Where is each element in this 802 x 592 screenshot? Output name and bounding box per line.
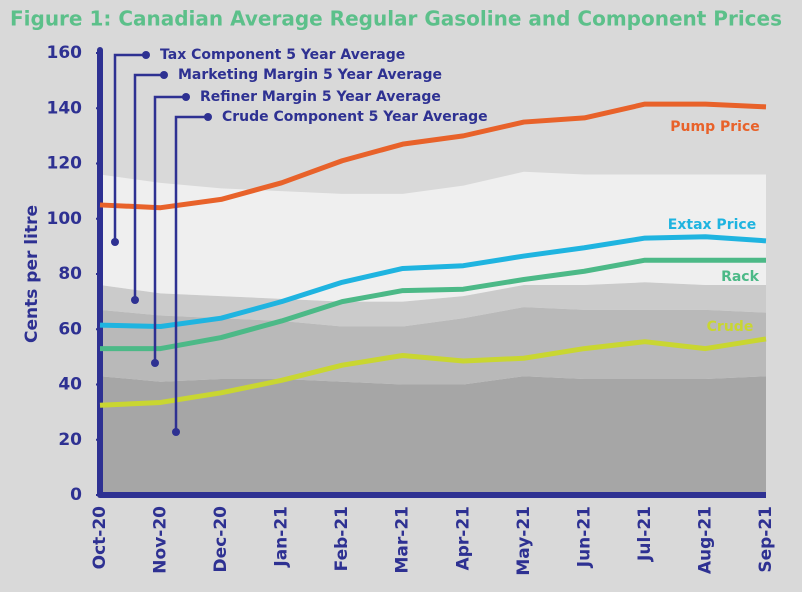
annotation: Crude Component 5 Year Average — [222, 109, 488, 125]
leader-line — [174, 115, 208, 432]
stacked-area — [100, 376, 766, 495]
x-tick-label: Jan-21 — [272, 506, 292, 568]
annotation: Tax Component 5 Year Average — [160, 47, 405, 63]
y-tick-label: 140 — [47, 98, 83, 118]
y-tick-label: 160 — [47, 43, 83, 63]
line-series — [100, 257, 766, 352]
line-series — [99, 336, 767, 408]
y-tick-label: 80 — [58, 264, 82, 284]
leader-dot — [151, 359, 159, 367]
x-tick-label: Sep-21 — [756, 506, 776, 573]
y-tick-label: 20 — [58, 430, 82, 450]
leader-dot — [111, 238, 119, 246]
x-tick-label: Aug-21 — [695, 506, 715, 574]
series-label: Rack — [721, 269, 760, 285]
leader-dot — [172, 428, 180, 436]
x-tick-label: Dec-20 — [211, 506, 231, 573]
x-tick-label: Jul-21 — [635, 506, 655, 562]
y-tick-label: 120 — [47, 154, 83, 174]
annotation: Marketing Margin 5 Year Average — [178, 67, 442, 83]
x-tick-label: Nov-20 — [151, 506, 171, 574]
leader-dot — [182, 93, 190, 101]
annotation: Refiner Margin 5 Year Average — [200, 89, 441, 105]
y-axis-label: Cents per litre — [22, 205, 42, 343]
leader-dot — [142, 51, 150, 59]
leader-line — [153, 95, 186, 363]
x-tick-label: Oct-20 — [90, 506, 110, 570]
series-label: Pump Price — [670, 119, 759, 135]
series-label: Extax Price — [668, 217, 756, 233]
line-series — [99, 101, 767, 211]
x-tick-label: Apr-21 — [453, 506, 473, 570]
y-tick-label: 100 — [47, 209, 83, 229]
leader-dot — [204, 113, 212, 121]
chart-title: Figure 1: Canadian Average Regular Gasol… — [10, 7, 782, 31]
stacked-area — [100, 282, 766, 327]
x-tick-label: Jun-21 — [574, 506, 594, 568]
line-series — [99, 234, 767, 329]
y-tick-label: 40 — [58, 375, 82, 395]
x-tick-label: Feb-21 — [332, 506, 352, 571]
x-tick-label: Mar-21 — [393, 506, 413, 574]
leader-line — [113, 53, 146, 242]
leader-line — [133, 73, 164, 300]
leader-dot — [160, 71, 168, 79]
x-tick-label: May-21 — [514, 506, 534, 576]
y-tick-label: 0 — [70, 485, 82, 505]
leader-dot — [131, 296, 139, 304]
y-tick-label: 60 — [58, 319, 82, 339]
series-label: Crude — [707, 319, 754, 335]
